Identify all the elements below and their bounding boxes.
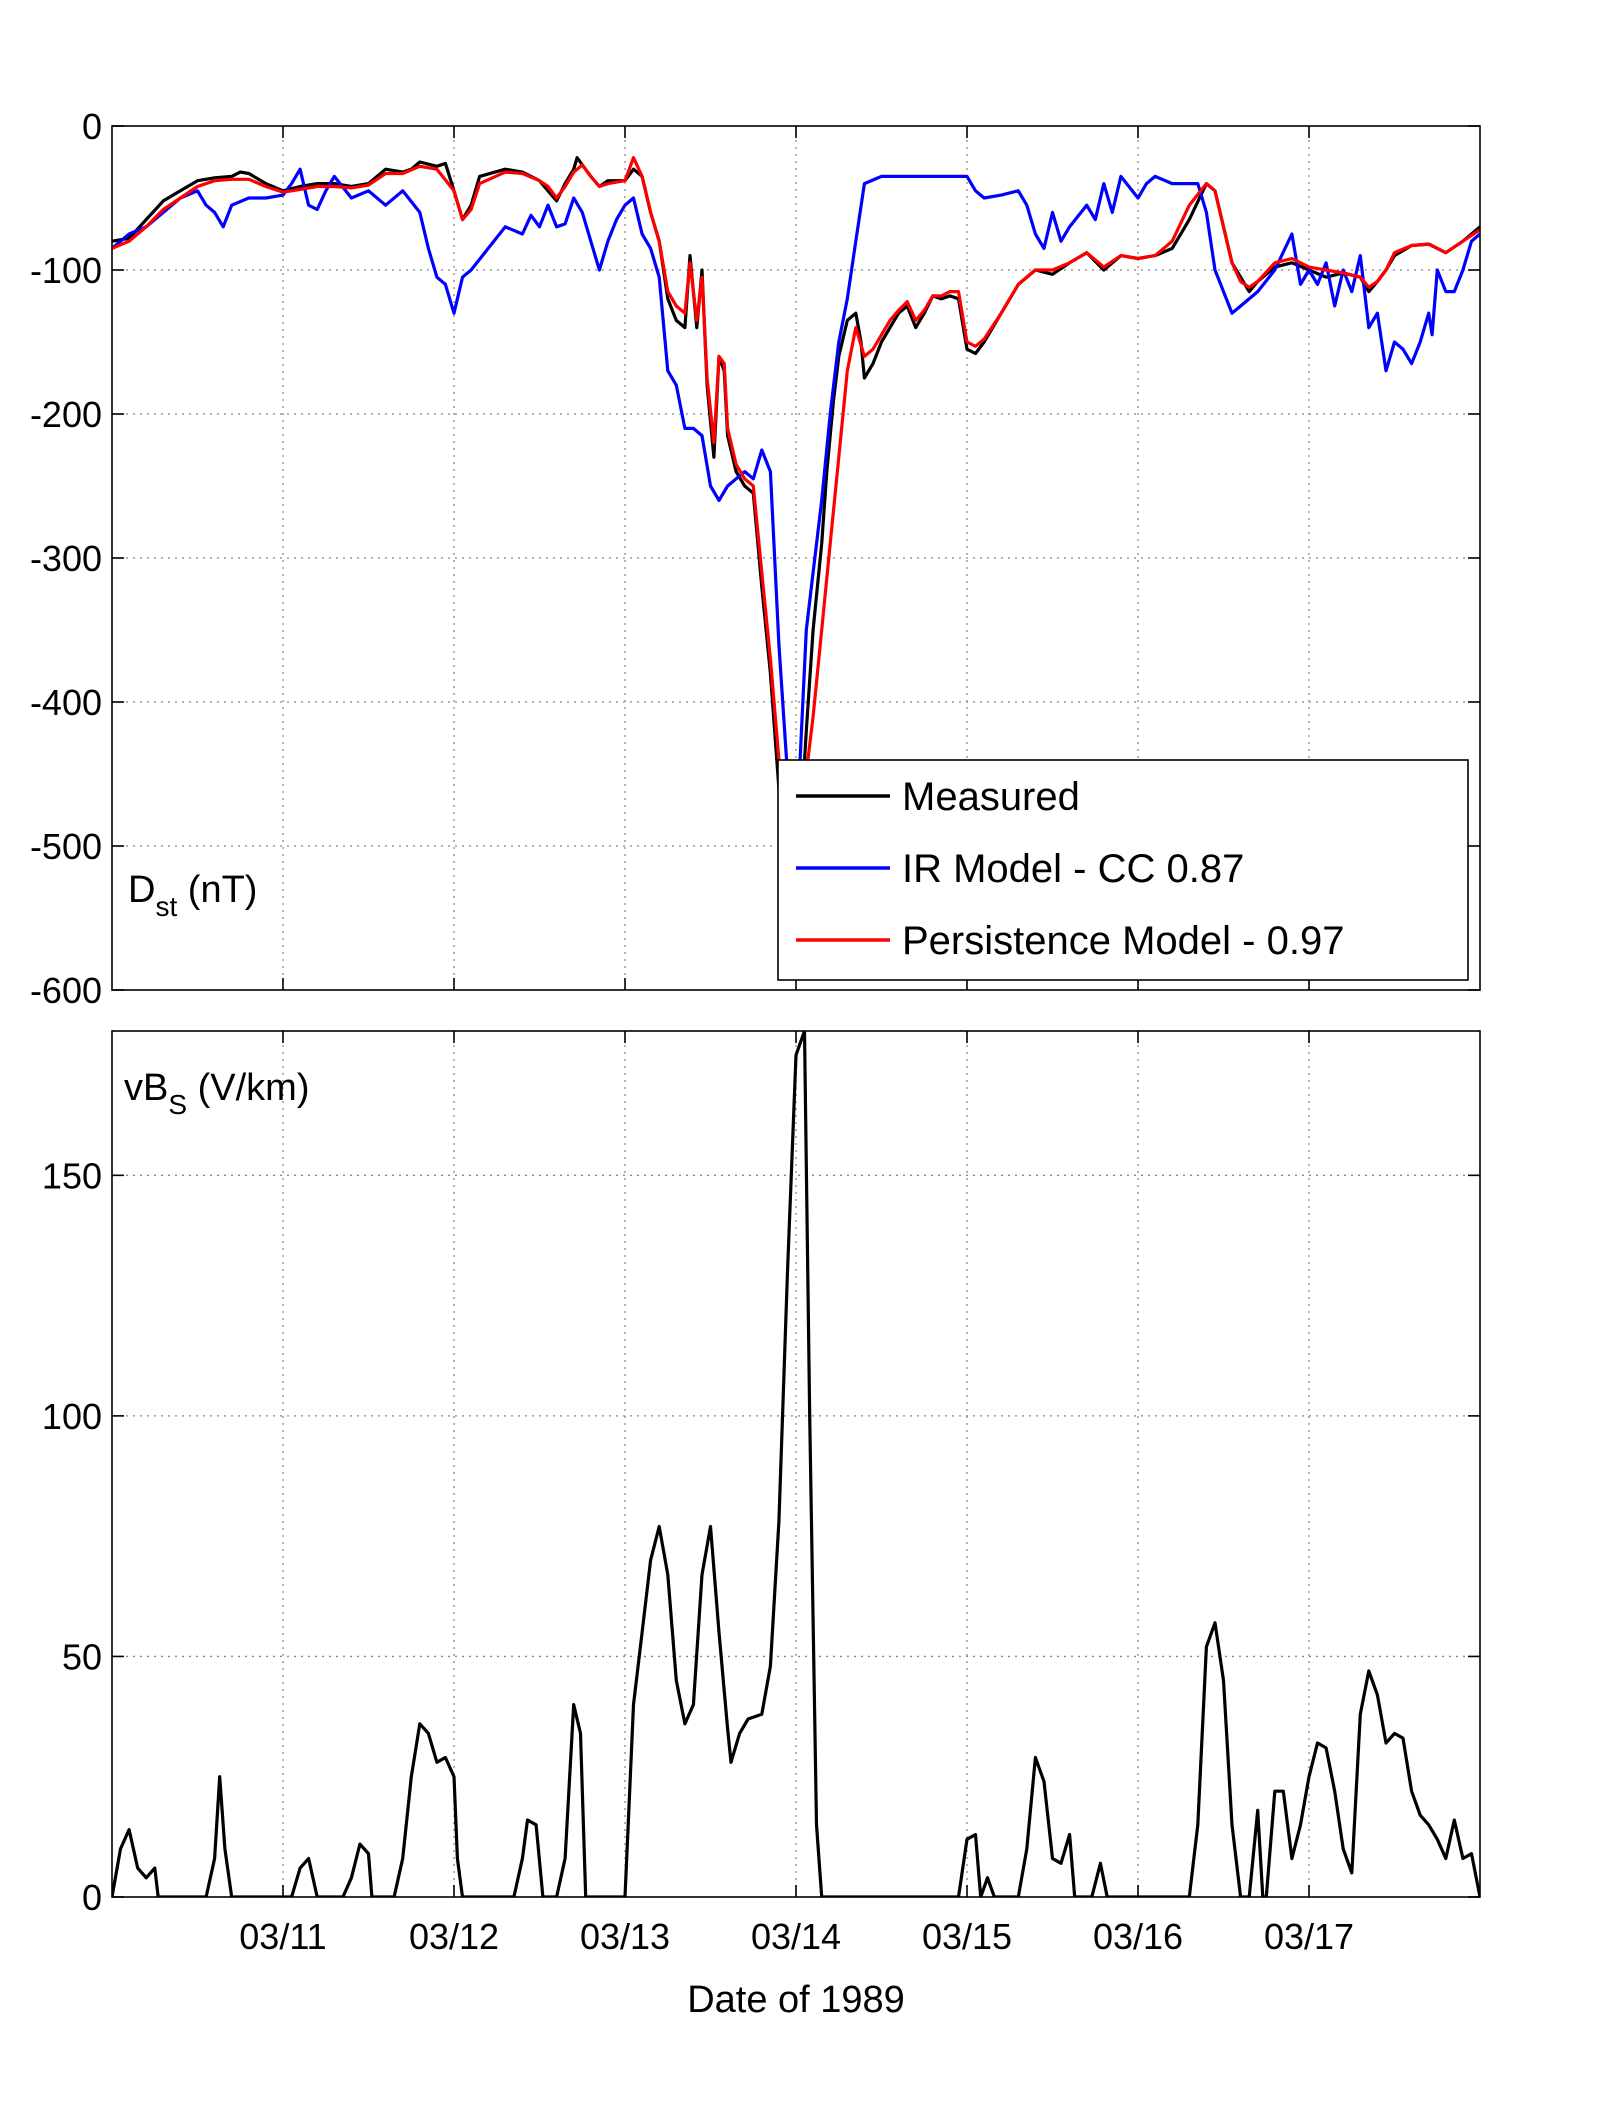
dst-y-tick-label: -500 xyxy=(30,826,102,867)
dst-y-tick-label: -600 xyxy=(30,970,102,1011)
dst-y-ticks: 0 -100 -200 -300 -400 -500 -600 xyxy=(30,106,1480,1011)
vbs-ylabel-unit: (V/km) xyxy=(187,1067,309,1109)
dst-x-ticks xyxy=(282,126,1310,990)
legend-box xyxy=(777,759,1469,981)
dst-y-tick-label: 0 xyxy=(82,106,102,147)
vbs-panel: 0 50 100 150 03/11 03/12 03/13 03/14 03/15 03/16… xyxy=(42,1030,1481,1957)
x-tick-label: 03/12 xyxy=(409,1916,499,1957)
dst-ylabel: Dst (nT) xyxy=(128,869,257,922)
x-tick-label: 03/13 xyxy=(580,1916,670,1957)
dst-y-tick-label: -100 xyxy=(30,250,102,291)
vbs-ylabel: vBS (V/km) xyxy=(124,1067,309,1120)
dst-ylabel-unit: (nT) xyxy=(177,869,257,911)
legend-entry-persistence-model: Persistence Model - 0.97 xyxy=(902,919,1344,963)
x-tick-label: 03/16 xyxy=(1093,1916,1183,1957)
vbs-ylabel-main: vB xyxy=(124,1067,168,1109)
dst-ylabel-main: D xyxy=(128,869,155,911)
dst-y-tick-label: -400 xyxy=(30,682,102,723)
legend: Measured IR Model - CC 0.87 Persistence … xyxy=(777,759,1469,981)
vbs-x-ticks: 03/11 03/12 03/13 03/14 03/15 03/16 03/17 xyxy=(239,1031,1354,1957)
x-tick-label: 03/11 xyxy=(239,1916,326,1957)
dst-ylabel-sub: st xyxy=(155,891,177,922)
x-tick-label: 03/17 xyxy=(1264,1916,1354,1957)
vbs-y-tick-label: 0 xyxy=(82,1877,102,1918)
vbs-y-tick-label: 150 xyxy=(42,1155,102,1196)
vbs-y-ticks: 0 50 100 150 xyxy=(42,1155,1480,1918)
legend-entry-ir-model: IR Model - CC 0.87 xyxy=(902,847,1244,891)
vbs-series-line-vbs xyxy=(112,1031,1480,1897)
vbs-series xyxy=(112,1031,1480,1897)
dst-y-tick-label: -300 xyxy=(30,538,102,579)
x-axis-label: Date of 1989 xyxy=(687,1979,905,2021)
vbs-ylabel-sub: S xyxy=(168,1089,187,1120)
legend-entry-measured: Measured xyxy=(902,775,1080,819)
vbs-grid xyxy=(112,1031,1480,1897)
x-tick-label: 03/15 xyxy=(922,1916,1012,1957)
vbs-y-tick-label: 50 xyxy=(62,1636,102,1677)
x-tick-label: 03/14 xyxy=(751,1916,841,1957)
dst-y-tick-label: -200 xyxy=(30,394,102,435)
vbs-y-tick-label: 100 xyxy=(42,1396,102,1437)
dst-panel: 0 -100 -200 -300 -400 -500 -600 Dst (nT) Measu… xyxy=(30,106,1481,1011)
